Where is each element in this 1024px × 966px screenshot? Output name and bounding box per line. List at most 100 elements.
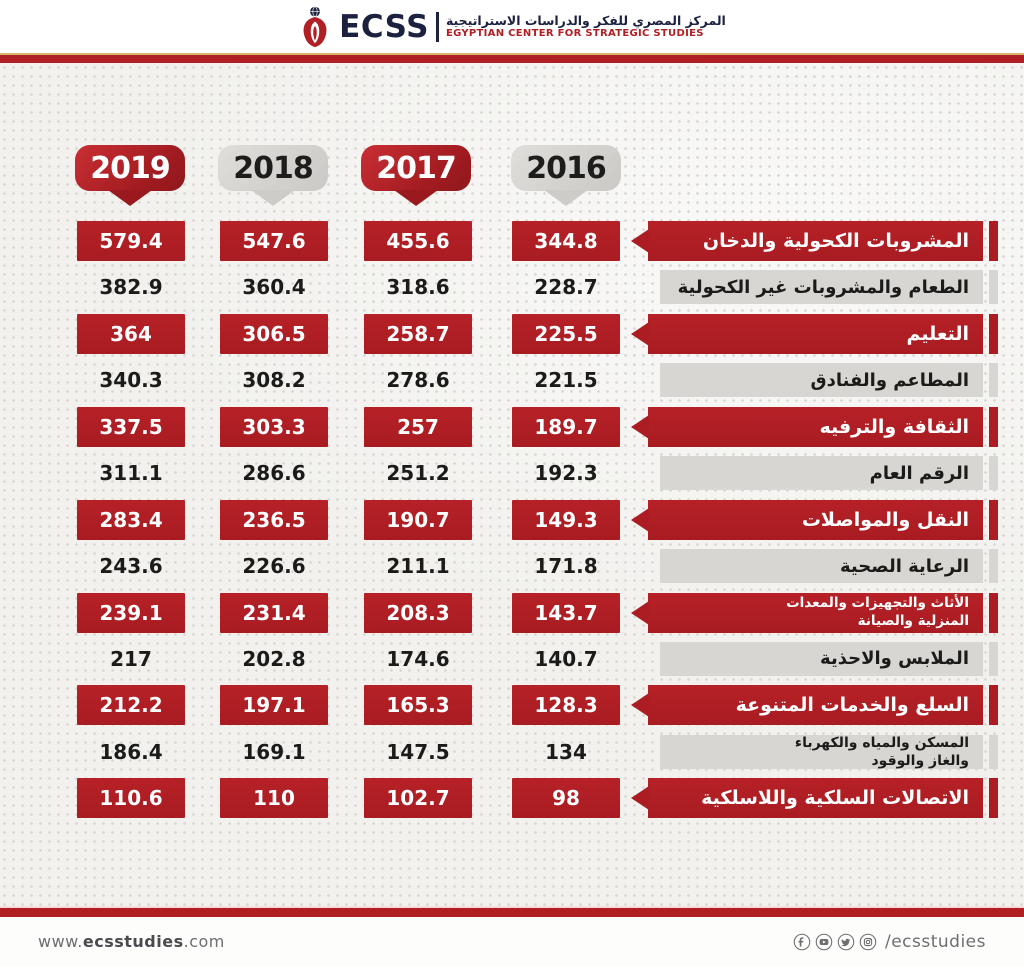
table-row: 364 306.5 258.7 225.5 التعليم	[0, 311, 1024, 357]
org-name-arabic: المركز المصري للفكر والدراسات الاستراتيج…	[445, 12, 726, 28]
value-cell-2019: 283.4	[77, 499, 185, 540]
website-prefix: www.	[38, 932, 83, 951]
value-cell-2017: 208.3	[364, 592, 472, 633]
website-url: www.ecsstudies.com	[38, 932, 225, 951]
category-label-bar: السلع والخدمات المتنوعة	[648, 685, 983, 726]
value-cell-2017: 147.5	[386, 739, 450, 764]
edge-strip	[989, 685, 998, 726]
value-cell-2016: 149.3	[512, 499, 620, 540]
bottom-red-rule	[0, 908, 1024, 917]
value-cell-2018: 547.6	[220, 221, 328, 261]
value-cell-2016: 344.8	[512, 221, 620, 261]
year-label: 2018	[233, 150, 313, 186]
value-cell-2017: 174.6	[386, 646, 450, 671]
year-label: 2019	[90, 150, 170, 186]
value-cell-2019: 340.3	[99, 368, 163, 393]
value-cell-2018: 231.4	[220, 592, 328, 633]
value-cell-2016: 225.5	[512, 313, 620, 354]
category-label: النقل والمواصلات	[801, 508, 969, 531]
year-badge: 2019	[75, 145, 185, 191]
category-label: الأثاث والتجهيزات والمعدات المنزلية والصي…	[786, 594, 969, 629]
value-cell-2018: 308.2	[242, 368, 306, 393]
table-row: 212.2 197.1 165.3 128.3 السلع والخدمات ا…	[0, 682, 1024, 728]
value-cell-2019: 579.4	[77, 221, 185, 261]
value-cell-2018: 110	[220, 778, 328, 819]
category-label: الثقافة والترفيه	[819, 415, 969, 438]
instagram-icon	[859, 933, 877, 950]
value-cell-2018: 303.3	[220, 406, 328, 447]
table-row: 110.6 110 102.7 98 الاتصالات السلكية وال…	[0, 775, 1024, 821]
value-cell-2017: 165.3	[364, 685, 472, 726]
table-row: 239.1 231.4 208.3 143.7 الأثاث والتجهيزا…	[0, 590, 1024, 636]
value-cell-2019: 243.6	[99, 554, 163, 579]
table-row: 217 202.8 174.6 140.7 الملابس والاحذية	[0, 636, 1024, 682]
value-cell-2018: 306.5	[220, 313, 328, 354]
edge-strip	[989, 221, 998, 261]
table-row: 337.5 303.3 257 189.7 الثقافة والترفيه	[0, 404, 1024, 450]
data-rows: 579.4 547.6 455.6 344.8 المشروبات الكحول…	[0, 218, 1024, 822]
org-name-english: EGYPTIAN CENTER FOR STRATEGIC STUDIES	[445, 27, 704, 39]
value-cell-2018: 169.1	[242, 739, 306, 764]
category-label: الطعام والمشروبات غير الكحولية	[677, 276, 969, 298]
gold-rule	[0, 53, 1024, 55]
value-cell-2017: 251.2	[386, 461, 450, 486]
value-cell-2016: 140.7	[534, 646, 598, 671]
category-label-bar: الطعام والمشروبات غير الكحولية	[660, 270, 983, 305]
logo-divider	[435, 11, 439, 42]
category-label: المطاعم والفنادق	[810, 369, 969, 391]
table-row: 186.4 169.1 147.5 134 المسكن والمياه وال…	[0, 729, 1024, 775]
value-cell-2019: 186.4	[99, 739, 163, 764]
social-handle: /ecsstudies	[884, 931, 986, 952]
value-cell-2016: 171.8	[534, 554, 598, 579]
page-header: ECSS المركز المصري للفكر والدراسات الاست…	[0, 0, 1024, 53]
top-red-rule	[0, 55, 1024, 63]
ecss-wordmark: ECSS	[339, 8, 429, 45]
value-cell-2016: 134	[545, 739, 587, 764]
category-label-bar: الملابس والاحذية	[660, 641, 983, 676]
category-label-bar: الرقم العام	[660, 456, 983, 491]
category-label: المشروبات الكحولية والدخان	[702, 230, 969, 252]
edge-strip	[989, 499, 998, 540]
category-label-bar: النقل والمواصلات	[648, 499, 983, 540]
table-row: 340.3 308.2 278.6 221.5 المطاعم والفنادق	[0, 357, 1024, 403]
category-label: المسكن والمياه والكهرباء والغاز والوقود	[794, 734, 969, 769]
year-badge: 2017	[361, 145, 471, 191]
table-row: 382.9 360.4 318.6 228.7 الطعام والمشروبا…	[0, 264, 1024, 310]
category-label-bar: الثقافة والترفيه	[648, 406, 983, 447]
table-row: 311.1 286.6 251.2 192.3 الرقم العام	[0, 450, 1024, 496]
value-cell-2016: 221.5	[534, 368, 598, 393]
value-cell-2016: 228.7	[534, 275, 598, 300]
value-cell-2019: 239.1	[77, 592, 185, 633]
value-cell-2019: 311.1	[99, 461, 163, 486]
value-cell-2019: 364	[77, 313, 185, 354]
value-cell-2017: 455.6	[364, 221, 472, 261]
year-label: 2017	[376, 150, 456, 186]
table-row: 579.4 547.6 455.6 344.8 المشروبات الكحول…	[0, 218, 1024, 264]
value-cell-2019: 217	[110, 646, 152, 671]
website-suffix: .com	[183, 932, 225, 951]
value-cell-2018: 202.8	[242, 646, 306, 671]
value-cell-2016: 128.3	[512, 685, 620, 726]
social-icons: /ecsstudies	[793, 932, 986, 952]
value-cell-2016: 143.7	[512, 592, 620, 633]
value-cell-2017: 190.7	[364, 499, 472, 540]
value-cell-2019: 212.2	[77, 685, 185, 726]
edge-strip	[989, 456, 998, 491]
value-cell-2017: 318.6	[386, 275, 450, 300]
website-name: ecsstudies	[82, 932, 184, 951]
value-cell-2019: 337.5	[77, 406, 185, 447]
year-badge: 2018	[218, 145, 328, 191]
value-cell-2019: 110.6	[77, 778, 185, 819]
value-cell-2018: 360.4	[242, 275, 306, 300]
ecss-logo: ECSS المركز المصري للفكر والدراسات الاست…	[298, 6, 726, 48]
edge-strip	[989, 734, 998, 769]
ecss-emblem-icon	[303, 6, 327, 47]
value-cell-2017: 211.1	[386, 554, 450, 579]
value-cell-2018: 226.6	[242, 554, 306, 579]
edge-strip	[989, 549, 998, 584]
category-label: الرعاية الصحية	[839, 555, 969, 577]
edge-strip	[989, 641, 998, 676]
category-label-bar: الاتصالات السلكية واللاسلكية	[648, 778, 983, 819]
twitter-icon	[837, 933, 855, 950]
value-cell-2018: 197.1	[220, 685, 328, 726]
